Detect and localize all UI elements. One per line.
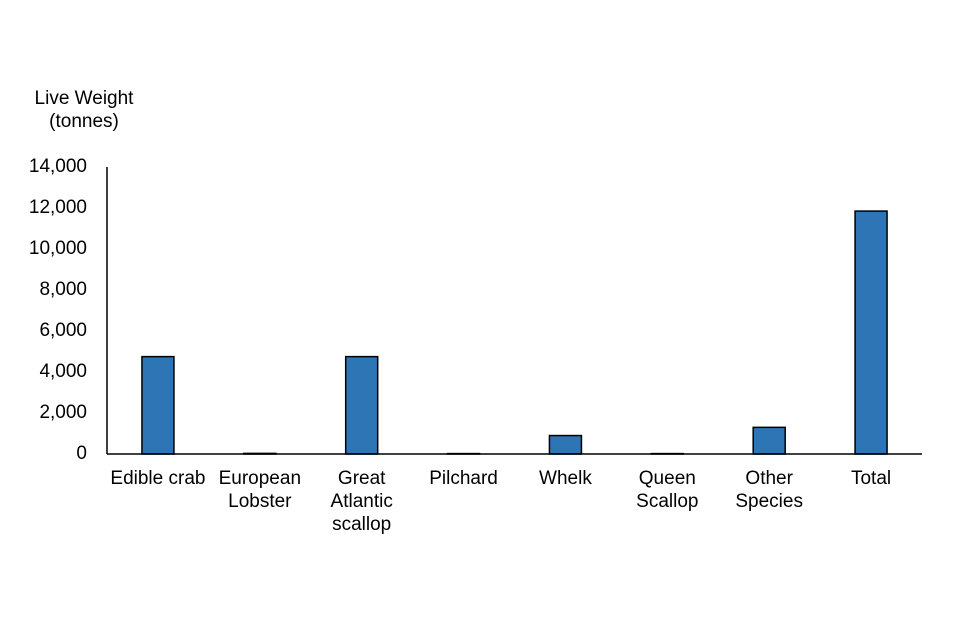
bar (344, 355, 379, 455)
y-tick-label: 14,000 (29, 156, 87, 177)
y-tick-label: 6,000 (39, 320, 87, 341)
bar (141, 355, 175, 455)
x-tick-label: Total (850, 468, 892, 489)
x-tick-label: European Lobster (218, 468, 302, 512)
y-tick-label: 10,000 (29, 238, 87, 259)
bar (752, 426, 786, 455)
x-tick-label: Great Atlantic scallop (330, 468, 393, 535)
y-tick-label: 12,000 (29, 197, 87, 218)
x-tick-label: Pilchard (429, 468, 498, 489)
x-tick-label: Edible crab (110, 468, 206, 489)
bar (854, 210, 888, 455)
y-tick-label: 8,000 (39, 279, 87, 300)
x-tick-label: Other Species (735, 468, 803, 512)
y-axis-title: Live Weight (tonnes) (34, 88, 134, 132)
x-tick-label: Whelk (539, 468, 592, 489)
bar (548, 434, 583, 455)
x-tick-label: Queen Scallop (636, 468, 699, 512)
y-tick-label: 0 (76, 443, 87, 464)
y-tick-label: 4,000 (39, 361, 87, 382)
y-tick-label: 2,000 (39, 402, 87, 423)
